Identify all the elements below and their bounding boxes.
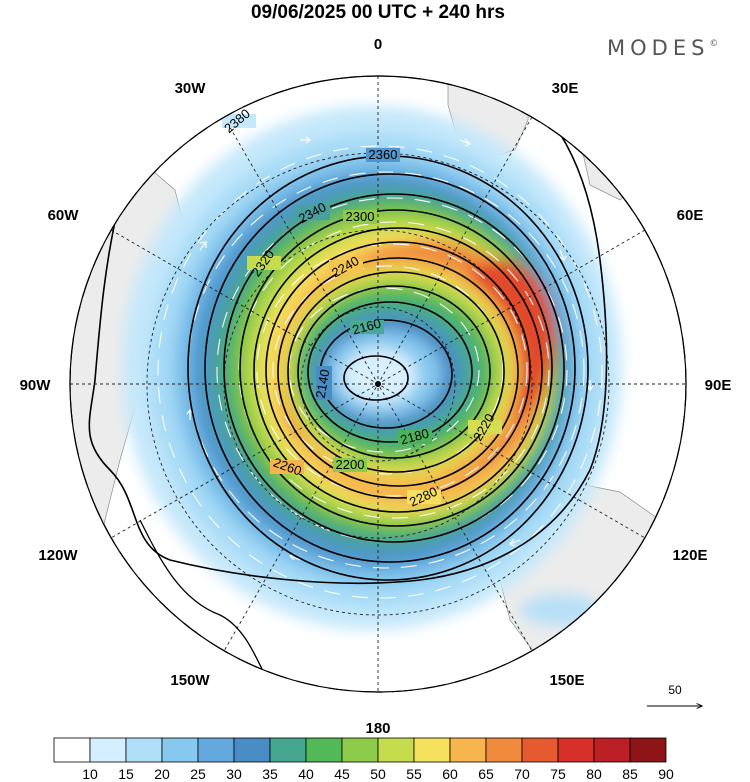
pole-marker: [375, 381, 381, 387]
lon-label-120w: 120W: [38, 547, 78, 564]
colorbar-tick-label: 40: [298, 766, 314, 782]
lon-label-90w: 90W: [20, 377, 52, 394]
contour-2320: [223, 193, 565, 543]
contour-label-2300: 2300: [346, 209, 375, 224]
colorbar: 10 15 20 25 30 35 40 45 50 55 60 65 70 75 80 85 90: [53, 737, 674, 782]
colorbar-tick-label: 55: [406, 766, 422, 782]
lon-label-90e: 90E: [705, 377, 732, 394]
lon-label-180: 180: [365, 720, 390, 737]
lon-label-60e: 60E: [677, 207, 704, 224]
modes-logo: MODES©: [607, 36, 723, 60]
contour-label-2180: 2180: [399, 426, 431, 448]
colorbar-swatch: [233, 737, 271, 763]
contour-2280: [253, 227, 543, 513]
contour-2340: [204, 173, 576, 563]
colorbar-swatch: [557, 737, 595, 763]
contour-label-2160: 2160: [351, 316, 383, 338]
contour-2300: [239, 209, 553, 527]
contour-2220: [287, 271, 505, 473]
contour-label-2360: 2360: [369, 147, 398, 162]
map-border-dashes: [69, 75, 687, 693]
colorbar-tick-label: 35: [262, 766, 278, 782]
contour-2200: [297, 285, 491, 459]
contour-2140: [343, 355, 409, 401]
colorbar-tick-label: 65: [478, 766, 494, 782]
colorbar-tick-label: 15: [118, 766, 134, 782]
contour-label-2200: 2200: [336, 457, 365, 472]
reference-vector-label: 50: [668, 683, 682, 697]
lon-label-60w: 60W: [48, 207, 80, 224]
lon-label-150w: 150W: [170, 672, 210, 689]
colorbar-swatch: [377, 737, 415, 763]
contour-2180: [307, 301, 473, 443]
contour-label-2140: 2140: [313, 368, 333, 399]
wind-speed-shading: [122, 106, 622, 630]
colorbar-swatch: [593, 737, 631, 763]
colorbar-tick-label: 80: [586, 766, 602, 782]
contour-2260: [265, 241, 531, 499]
colorbar-swatch: [629, 737, 667, 763]
reference-vector: 50: [647, 683, 702, 706]
colorbar-swatch: [89, 737, 127, 763]
lon-label-30e: 30E: [552, 80, 579, 97]
colorbar-swatch: [305, 737, 343, 763]
colorbar-swatch: [161, 737, 199, 763]
colorbar-swatch: [413, 737, 451, 763]
map-title: 09/06/2025 00 UTC + 240 hrs: [251, 2, 505, 23]
longitude-labels: 0 30E 60E 90E 120E 150E 180 150W 120W 90…: [20, 36, 732, 737]
colorbar-swatch: [485, 737, 523, 763]
colorbar-swatch: [269, 737, 307, 763]
colorbar-tick-label: 25: [190, 766, 206, 782]
colorbar-swatch: [53, 737, 91, 763]
map-disc: 2380 2360 2340 2320 2300 2280 2260 2240 …: [70, 76, 686, 692]
lon-label-150e: 150E: [549, 672, 584, 689]
colorbar-tick-label: 45: [334, 766, 350, 782]
colorbar-tick-label: 85: [622, 766, 638, 782]
colorbar-tick-label: 20: [154, 766, 170, 782]
contour-2240: [277, 257, 519, 487]
lon-label-120e: 120E: [672, 547, 707, 564]
colorbar-swatch: [341, 737, 379, 763]
colorbar-swatch: [125, 737, 163, 763]
colorbar-tick-label: 50: [370, 766, 386, 782]
colorbar-swatch: [449, 737, 487, 763]
colorbar-swatch: [197, 737, 235, 763]
colorbar-tick-label: 90: [658, 766, 674, 782]
colorbar-tick-label: 10: [82, 766, 98, 782]
colorbar-swatch: [521, 737, 559, 763]
wind-arrowheads: [186, 136, 594, 561]
lon-label-30w: 30W: [175, 80, 207, 97]
colorbar-tick-label: 75: [550, 766, 566, 782]
lon-label-0: 0: [374, 36, 382, 53]
colorbar-tick-label: 60: [442, 766, 458, 782]
colorbar-tick-label: 70: [514, 766, 530, 782]
colorbar-tick-label: 30: [226, 766, 242, 782]
